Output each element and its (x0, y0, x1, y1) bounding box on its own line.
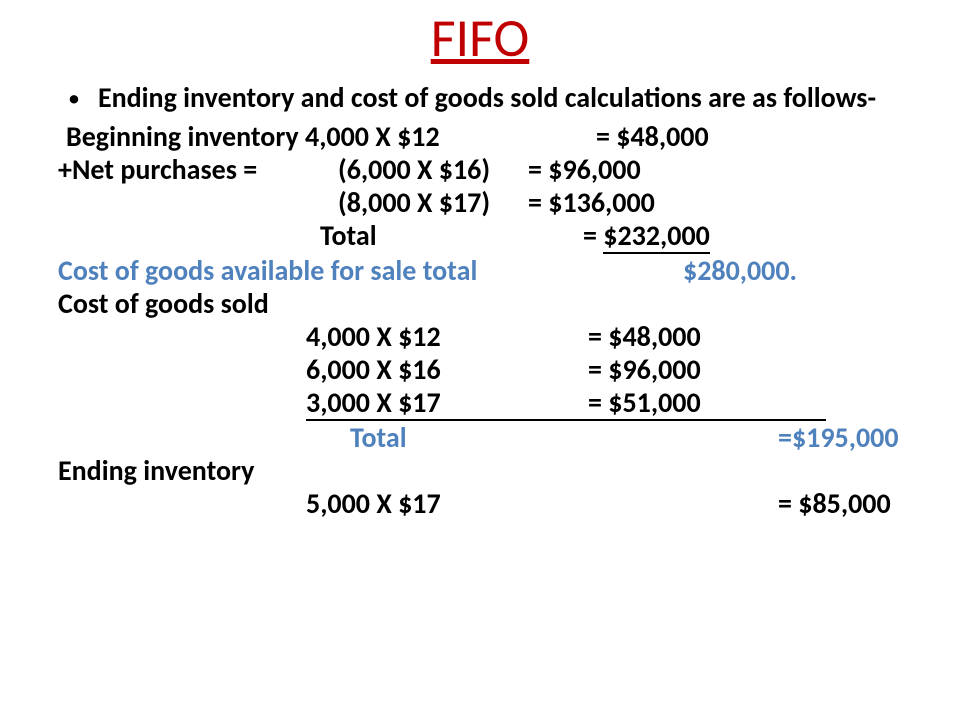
spacer (58, 186, 338, 219)
cogas-value: $280,000. (683, 254, 797, 287)
row-ending-calc: 5,000 X $17 = $85,000 (58, 487, 902, 520)
ending-inventory-label: Ending inventory (58, 454, 254, 487)
ending-inventory-value: = $85,000 (778, 487, 891, 520)
bullet-dot-icon: • (68, 85, 80, 113)
row-cogs-2: 6,000 X $16 = $96,000 (58, 353, 902, 386)
row-cogs-total: Total = $195,000 (58, 421, 902, 454)
cogs-calc-3: 3,000 X $17 (306, 386, 588, 419)
slide-body: • Ending inventory and cost of goods sol… (58, 81, 902, 520)
net-purchases-total-label: Total (320, 219, 583, 254)
net-purchases-total-eq: = (583, 219, 603, 254)
net-purchases-calc-2: (8,000 X $17) (338, 186, 528, 219)
cogs-label: Cost of goods sold (58, 287, 269, 320)
row-cogs-1: 4,000 X $12 = $48,000 (58, 320, 902, 353)
net-purchases-total-value: $232,000 (603, 219, 710, 254)
row-cogs-3: 3,000 X $17 = $51,000 (58, 386, 902, 421)
beginning-inventory-value: = $48,000 (596, 120, 709, 153)
cogs-value-2: = $96,000 (588, 353, 701, 386)
row-net-purchases-total: Total = $232,000 (58, 219, 902, 254)
row-beginning-inventory: Beginning inventory 4,000 X $12 = $48,00… (58, 120, 902, 153)
cogs-value-1: = $48,000 (588, 320, 701, 353)
row-cogs-header: Cost of goods sold (58, 287, 902, 320)
beginning-inventory-label: Beginning inventory 4,000 X $12 (66, 120, 596, 153)
cogs-calc-1: 4,000 X $12 (306, 320, 588, 353)
bullet-intro: • Ending inventory and cost of goods sol… (58, 81, 902, 114)
spacer (58, 421, 350, 454)
spacer (58, 386, 306, 421)
slide: FIFO • Ending inventory and cost of good… (0, 0, 960, 720)
cogs-underline: 3,000 X $17 = $51,000 (306, 386, 826, 421)
net-purchases-calc-1: (6,000 X $16) (338, 153, 528, 186)
cogs-value-3: = $51,000 (588, 386, 701, 419)
spacer (58, 353, 306, 386)
net-purchases-label: +Net purchases = (58, 153, 338, 186)
bullet-text: Ending inventory and cost of goods sold … (98, 81, 876, 114)
cogs-calc-2: 6,000 X $16 (306, 353, 588, 386)
ending-inventory-calc: 5,000 X $17 (306, 487, 778, 520)
row-cogas: Cost of goods available for sale total $… (58, 254, 902, 287)
row-ending-header: Ending inventory (58, 454, 902, 487)
cogs-total-eq: = (778, 421, 792, 454)
cogs-total-label: Total (350, 421, 778, 454)
slide-title: FIFO (58, 10, 902, 67)
row-net-purchases-1: +Net purchases = (6,000 X $16) = $96,000 (58, 153, 902, 186)
net-purchases-value-1: = $96,000 (528, 153, 641, 186)
net-purchases-value-2: = $136,000 (528, 186, 655, 219)
cogas-label: Cost of goods available for sale total (58, 254, 683, 287)
spacer (58, 320, 306, 353)
spacer (58, 487, 306, 520)
spacer (58, 219, 320, 254)
row-net-purchases-2: (8,000 X $17) = $136,000 (58, 186, 902, 219)
cogs-total-value: $195,000 (792, 421, 899, 454)
